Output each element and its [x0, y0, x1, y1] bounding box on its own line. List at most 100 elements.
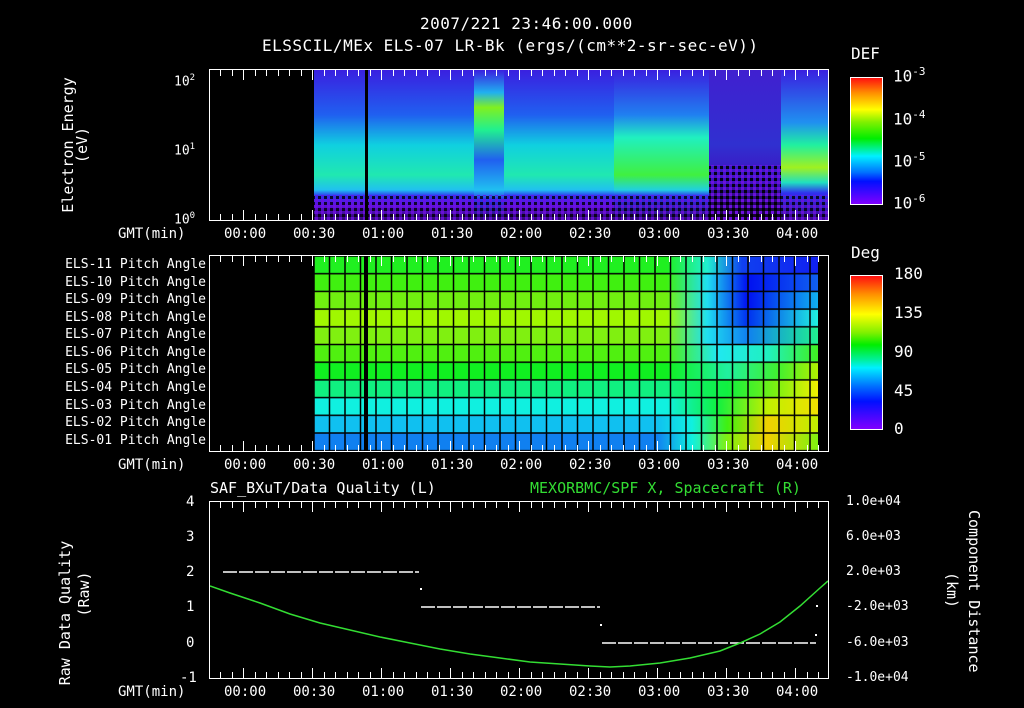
tick-mark: [738, 672, 739, 678]
tick-mark: [255, 70, 256, 76]
tick-mark: [818, 214, 819, 220]
tick-mark: [301, 70, 302, 76]
tick-mark: [232, 445, 233, 451]
tick-mark: [703, 672, 704, 678]
tick-mark: [335, 214, 336, 220]
tick-mark: [531, 214, 532, 220]
cbar1-tick: 10-4: [893, 108, 926, 129]
tick-mark: [416, 256, 417, 262]
tick-mark: [439, 214, 440, 220]
tick-mark: [278, 502, 279, 508]
tick-mark: [818, 502, 819, 508]
tick-mark: [266, 214, 267, 220]
tick-mark: [519, 441, 520, 451]
tick-mark: [381, 256, 382, 266]
tick-mark: [531, 70, 532, 76]
tick-mark: [301, 445, 302, 451]
tick-mark: [519, 256, 520, 266]
tick-mark: [301, 672, 302, 678]
tick-mark: [623, 70, 624, 76]
panel3-xlabel: GMT(min): [118, 684, 186, 700]
plot-timestamp: 2007/221 23:46:00.000: [420, 14, 633, 33]
tick-mark: [347, 214, 348, 220]
tick-mark: [289, 256, 290, 262]
tick-mark: [462, 214, 463, 220]
tick-mark: [795, 210, 796, 220]
xtick: 02:00: [500, 457, 543, 473]
tick-mark: [577, 502, 578, 508]
spectrogram-plot: [210, 70, 828, 220]
tick-mark: [554, 214, 555, 220]
tick-mark: [289, 502, 290, 508]
tick-mark: [703, 214, 704, 220]
tick-mark: [588, 668, 589, 678]
tick-mark: [738, 256, 739, 262]
tick-mark: [473, 70, 474, 76]
cbar2-tick: 90: [894, 342, 914, 361]
tick-mark: [473, 502, 474, 508]
panel1-yunit: (eV): [73, 115, 91, 175]
tick-mark: [795, 502, 796, 512]
tick-mark: [565, 445, 566, 451]
tick-mark: [370, 70, 371, 76]
tick-mark: [312, 70, 313, 80]
tick-mark: [381, 668, 382, 678]
panel3-yunit-left: (Raw): [75, 564, 93, 624]
tick-mark: [611, 70, 612, 76]
tick-mark: [508, 214, 509, 220]
tick-mark: [646, 502, 647, 508]
tick-mark: [243, 256, 244, 266]
tick-mark: [531, 672, 532, 678]
tick-mark: [680, 672, 681, 678]
tick-mark: [784, 672, 785, 678]
tick-mark: [726, 668, 727, 678]
tick-mark: [439, 672, 440, 678]
tick-mark: [220, 502, 221, 508]
tick-mark: [255, 445, 256, 451]
xtick: 03:00: [638, 226, 681, 242]
xtick: 01:00: [362, 226, 405, 242]
tick-mark: [324, 672, 325, 678]
tick-mark: [393, 256, 394, 262]
tick-mark: [324, 445, 325, 451]
tick-mark: [646, 214, 647, 220]
tick-mark: [818, 70, 819, 76]
tick-mark: [657, 502, 658, 512]
panel3-ylabel-left-text: Raw Data Quality: [56, 540, 74, 686]
tick-mark: [611, 502, 612, 508]
tick-mark: [726, 210, 727, 220]
tick-mark: [680, 214, 681, 220]
pa-label: ELS-09 Pitch Angle: [65, 292, 206, 307]
tick-mark: [266, 256, 267, 262]
tick-mark: [347, 445, 348, 451]
tick-mark: [289, 445, 290, 451]
pa-label: ELS-07 Pitch Angle: [65, 327, 206, 342]
tick-mark: [347, 256, 348, 262]
pa-label: ELS-08 Pitch Angle: [65, 310, 206, 325]
tick-mark: [554, 445, 555, 451]
panel2-xlabel: GMT(min): [118, 457, 186, 473]
tick-mark: [243, 70, 244, 80]
xtick: 00:00: [224, 226, 267, 242]
cbar2-tick: 135: [894, 303, 923, 322]
pitch-angle-plot: [210, 256, 828, 451]
tick-mark: [416, 70, 417, 76]
tick-mark: [324, 502, 325, 508]
tick-mark: [404, 445, 405, 451]
line-plot-svg: [210, 571, 828, 668]
tick-mark: [278, 256, 279, 262]
tick-mark: [554, 502, 555, 508]
tick-mark: [496, 70, 497, 76]
tick-mark: [324, 214, 325, 220]
tick-mark: [818, 256, 819, 262]
tick-mark: [393, 672, 394, 678]
tick-mark: [519, 502, 520, 512]
line-plot: [210, 502, 828, 678]
cbar2-tick: 180: [894, 264, 923, 283]
tick-mark: [715, 70, 716, 76]
ytick-left: -1: [180, 670, 197, 686]
tick-mark: [554, 70, 555, 76]
tick-mark: [358, 214, 359, 220]
tick-mark: [738, 445, 739, 451]
tick-mark: [439, 256, 440, 262]
